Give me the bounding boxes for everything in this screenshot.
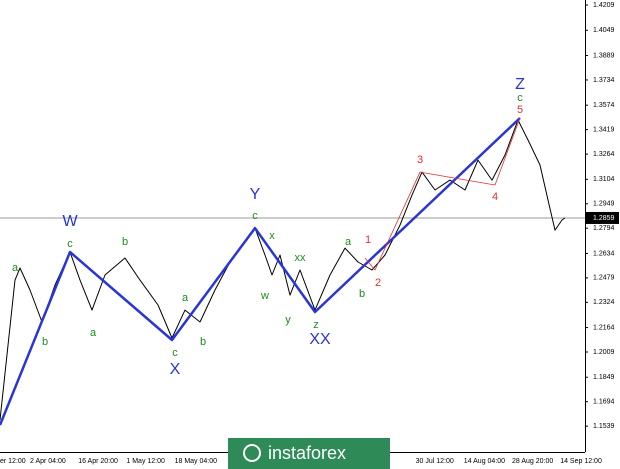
y-tick-label: 1.2949 <box>593 201 615 208</box>
y-tick-label: 1.1849 <box>593 374 615 381</box>
wave-label: a <box>345 236 352 248</box>
wave-label: x <box>269 230 275 242</box>
wave-label: w <box>260 290 269 302</box>
watermark-box <box>228 438 390 469</box>
y-tick-label: 1.4049 <box>593 27 615 34</box>
wave-label: 3 <box>417 154 423 166</box>
wave-label: a <box>182 292 189 304</box>
wave-label: X <box>170 361 181 378</box>
wave-label: xx <box>295 252 307 264</box>
y-tick-label: 1.3419 <box>593 126 615 133</box>
current-price-box <box>586 211 619 224</box>
y-tick-label: 1.2164 <box>593 324 615 331</box>
wave-label: b <box>42 336 48 348</box>
x-tick-label: 14 Aug 04:00 <box>464 458 505 465</box>
y-tick-label: 1.2794 <box>593 225 615 232</box>
y-tick-label: 1.2009 <box>593 349 615 356</box>
wave-label: c <box>172 347 178 359</box>
wave-label: b <box>122 236 128 248</box>
wave-label: 2 <box>375 277 381 289</box>
wave-label: 5 <box>517 104 523 116</box>
watermark-logo <box>243 444 261 462</box>
wave-label: a <box>90 327 97 339</box>
x-tick-label: 18 May 04:00 <box>175 458 218 465</box>
y-tick-label: 1.3889 <box>593 52 615 59</box>
x-tick-label: 14 Sep 12:00 <box>560 458 602 465</box>
wave-label: b <box>200 336 206 348</box>
wave-label: z <box>313 319 319 331</box>
y-tick-label: 1.4209 <box>593 2 615 9</box>
wave-label: 1 <box>365 234 371 246</box>
wave-label: Y <box>250 186 261 203</box>
wave-label: c <box>517 92 523 104</box>
wave-label: a <box>12 262 19 274</box>
wave-label: c <box>252 210 258 222</box>
wave-label: XX <box>309 331 331 348</box>
current-price-label: 1.2859 <box>593 215 615 222</box>
x-tick-label: 28 Aug 20:00 <box>512 458 553 465</box>
y-tick-label: 1.3264 <box>593 151 615 158</box>
wave-label: W <box>62 213 78 230</box>
y-tick-label: 1.3734 <box>593 77 615 84</box>
watermark: instaforex <box>228 438 390 469</box>
x-tick-label: 2 Apr 04:00 <box>30 458 66 465</box>
x-tick-label: er 12:00 <box>0 458 26 465</box>
x-tick-label: 30 Jul 12:00 <box>416 458 454 465</box>
wave-label: c <box>67 238 73 250</box>
y-tick-label: 1.1539 <box>593 423 615 430</box>
wave-label: y <box>285 314 291 326</box>
y-tick-label: 1.1694 <box>593 399 615 406</box>
series-line <box>0 117 521 426</box>
wave-label: 4 <box>492 191 498 203</box>
y-tick-label: 1.3104 <box>593 176 615 183</box>
y-tick-label: 1.2634 <box>593 250 615 257</box>
y-tick-label: 1.2479 <box>593 275 615 282</box>
series-line <box>364 117 521 271</box>
wave-label: Z <box>515 76 525 93</box>
y-tick-label: 1.2324 <box>593 299 615 306</box>
x-tick-label: 16 Apr 20:00 <box>78 458 118 465</box>
wave-label: b <box>359 288 365 300</box>
x-tick-label: 1 May 12:00 <box>126 458 165 465</box>
watermark-text: instaforex <box>268 443 346 463</box>
y-tick-label: 1.3574 <box>593 102 615 109</box>
